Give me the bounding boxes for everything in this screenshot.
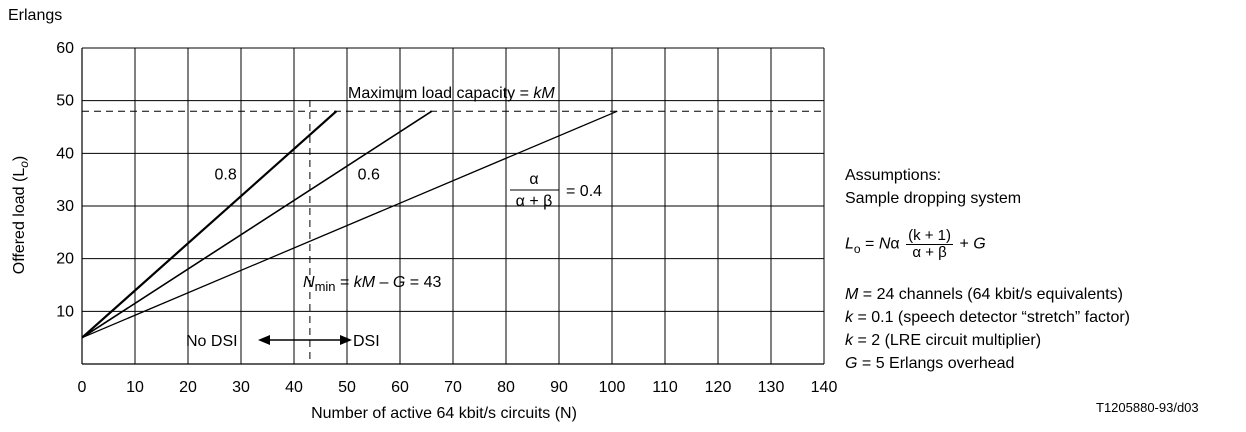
dsi-label: DSI (353, 333, 380, 350)
axis-ticks: 0 10 20 30 40 50 60 70 80 90 100 110 120 130 140 10 20 30… (56, 40, 837, 396)
series-line-0.6 (81, 110, 433, 339)
assumption-g: G = 5 Erlangs overhead (845, 355, 1015, 372)
x-tick-label: 80 (497, 379, 515, 396)
x-tick-label: 50 (338, 379, 356, 396)
y-tick-label: 50 (56, 93, 74, 110)
nmin-annotation: Nmin = kM – G = 43 (303, 274, 441, 294)
no-dsi-label: No DSI (186, 333, 238, 350)
assumptions-title: Assumptions: (845, 167, 942, 184)
x-tick-label: 110 (652, 379, 678, 396)
x-tick-label: 100 (599, 379, 626, 396)
svg-text:= 0.4: = 0.4 (566, 183, 602, 200)
x-tick-label: 40 (285, 379, 303, 396)
y-tick-label: 40 (56, 145, 74, 162)
series-line-0.4 (81, 110, 618, 339)
figure-id: T1205880-93/d03 (1096, 400, 1199, 415)
fraction-annotation: α α + β = 0.4 (510, 171, 602, 210)
svg-text:α + β: α + β (516, 193, 553, 210)
x-tick-label: 20 (179, 379, 197, 396)
grid (81, 47, 825, 365)
x-tick-label: 0 (78, 379, 87, 396)
x-axis-label: Number of active 64 kbit/s circuits (N) (311, 405, 577, 422)
series-label-0.8: 0.8 (215, 167, 237, 184)
x-tick-label: 10 (126, 379, 144, 396)
x-tick-label: 130 (758, 379, 785, 396)
x-tick-label: 120 (705, 379, 732, 396)
y-tick-label: 10 (56, 303, 74, 320)
dsi-arrow (258, 335, 352, 345)
assumption-k-lre: k = 2 (LRE circuit multiplier) (845, 332, 1042, 349)
y-tick-label: 20 (56, 251, 74, 268)
max-load-annotation: Maximum load capacity = kM (348, 85, 555, 102)
x-tick-label: 70 (444, 379, 462, 396)
reference-lines (82, 100, 824, 364)
load-formula: Lo = Nα (k + 1) α + β + G (845, 227, 986, 261)
series-line-0.8 (81, 110, 338, 339)
x-tick-label: 140 (811, 379, 838, 396)
y-tick-label: 30 (56, 198, 74, 215)
assumption-m: M = 24 channels (64 kbit/s equivalents) (845, 286, 1123, 303)
svg-text:α: α (529, 171, 538, 188)
y-tick-label: 60 (56, 40, 74, 57)
x-tick-label: 90 (550, 379, 568, 396)
x-tick-label: 30 (232, 379, 250, 396)
series-label-0.6: 0.6 (358, 167, 380, 184)
assumptions-subtitle: Sample dropping system (845, 190, 1022, 207)
y-axis-top-label: Erlangs (8, 7, 62, 24)
assumption-k-stretch: k = 0.1 (speech detector “stretch” facto… (845, 309, 1131, 326)
x-tick-label: 60 (391, 379, 409, 396)
series-lines: 0.8 0.6 (81, 110, 618, 339)
y-axis-label: Offered load (Lo) (11, 156, 31, 274)
